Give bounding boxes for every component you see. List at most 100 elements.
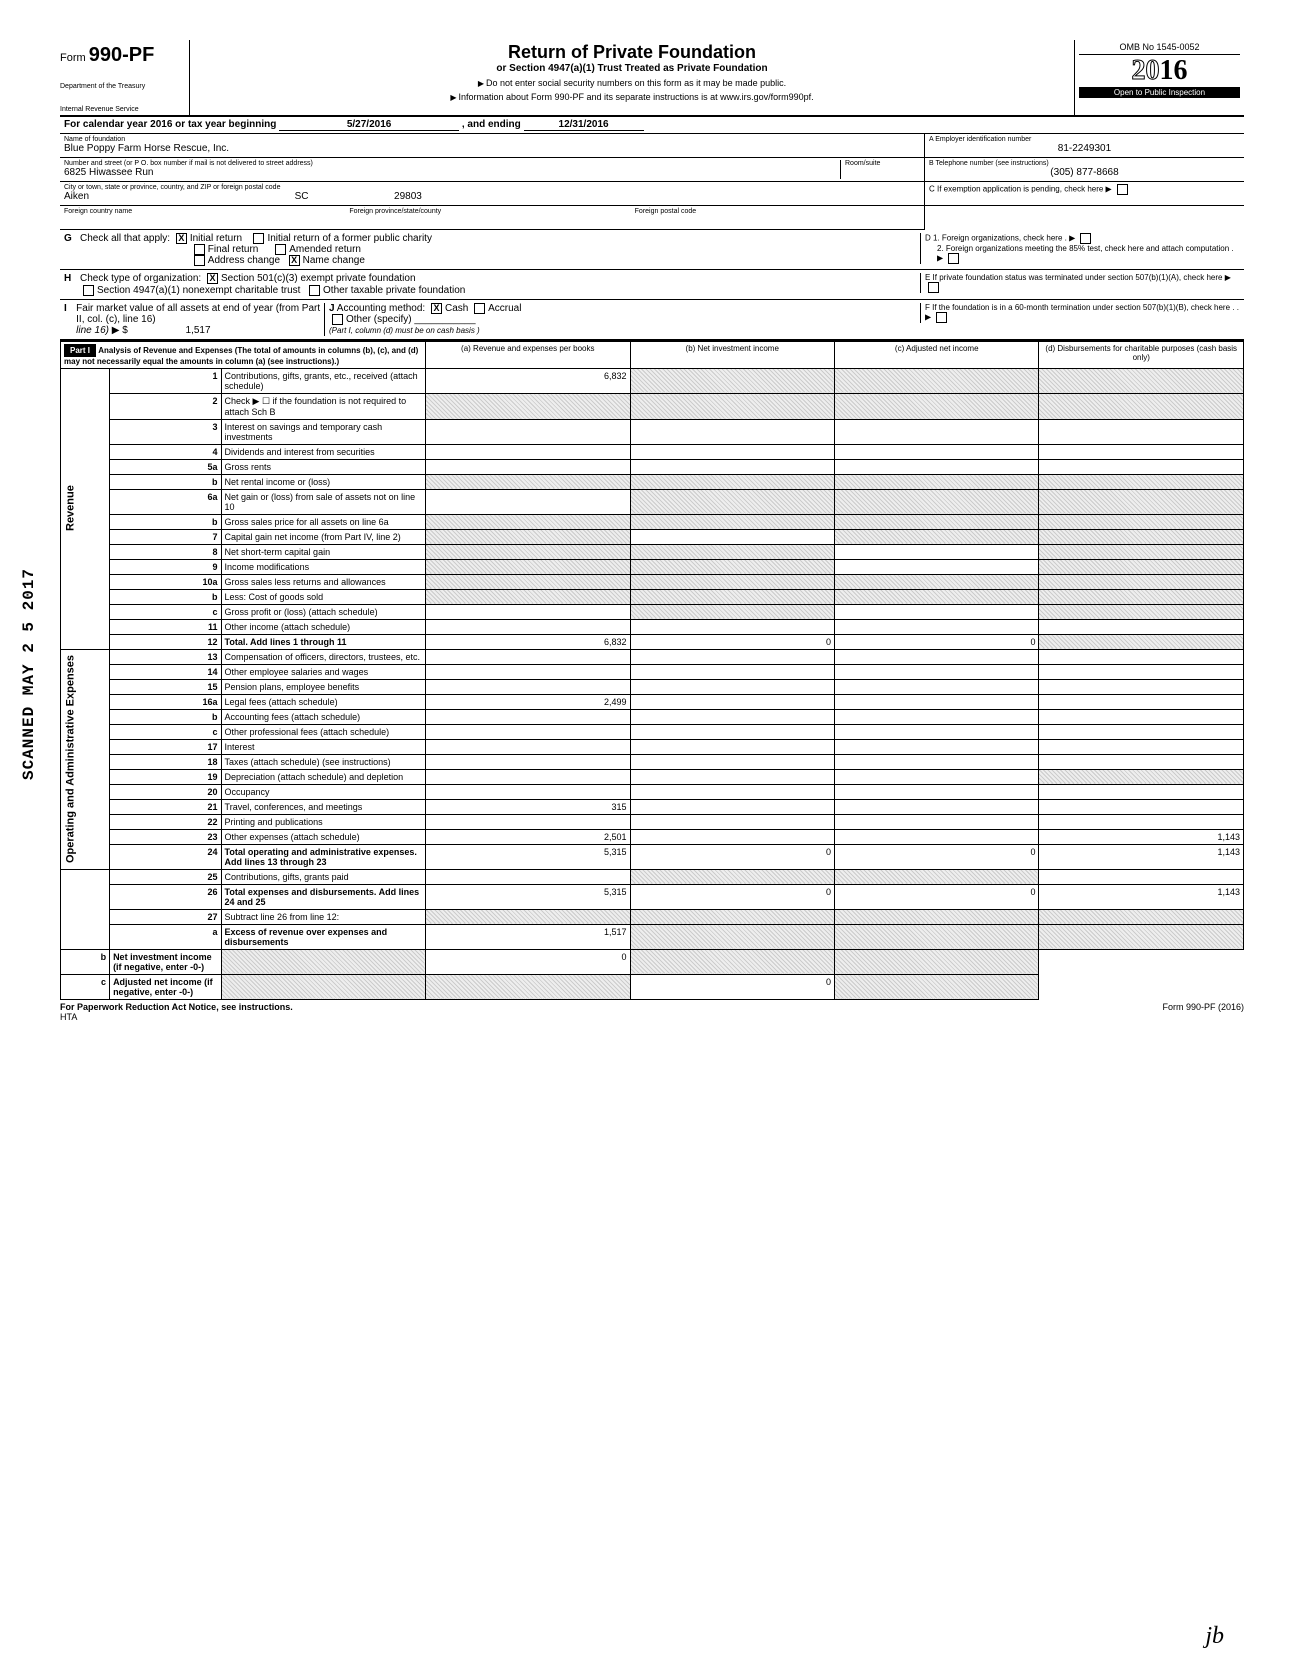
f-label: F If the foundation is in a 60-month ter… <box>925 303 1230 312</box>
amount-b <box>630 489 834 514</box>
amount-a: 6,832 <box>426 368 630 393</box>
amount-b <box>630 559 834 574</box>
foundation-name: Blue Poppy Farm Horse Rescue, Inc. <box>64 143 229 154</box>
j-other-checkbox[interactable] <box>332 314 343 325</box>
g-addr-change-checkbox[interactable] <box>194 255 205 266</box>
h-row: H Check type of organization: Section 50… <box>60 270 1244 299</box>
line-number: 2 <box>110 393 221 419</box>
line-description: Gross sales price for all assets on line… <box>221 514 425 529</box>
g-name-change-checkbox[interactable] <box>289 255 300 266</box>
amount-a <box>426 393 630 419</box>
amount-b: 0 <box>630 884 834 909</box>
g-final-checkbox[interactable] <box>194 244 205 255</box>
amount-a: 5,315 <box>426 844 630 869</box>
amount-b <box>630 649 834 664</box>
amount-a: 5,315 <box>426 884 630 909</box>
amount-d <box>1039 709 1244 724</box>
line-number: 10a <box>110 574 221 589</box>
g-amended-checkbox[interactable] <box>275 244 286 255</box>
amount-b <box>630 679 834 694</box>
instr-ssn: Do not enter social security numbers on … <box>198 78 1066 88</box>
line-number: 3 <box>110 419 221 444</box>
d1-checkbox[interactable] <box>1080 233 1091 244</box>
line-number: 6a <box>110 489 221 514</box>
j-cash-checkbox[interactable] <box>431 303 442 314</box>
col-c-header: (c) Adjusted net income <box>834 341 1038 368</box>
amount-a <box>426 769 630 784</box>
amount-d <box>1039 869 1244 884</box>
amount-a: 6,832 <box>426 634 630 649</box>
amount-b <box>630 529 834 544</box>
amount-c <box>834 393 1038 419</box>
line-number: 20 <box>110 784 221 799</box>
line-number: c <box>110 604 221 619</box>
i-row: I Fair market value of all assets at end… <box>60 300 1244 341</box>
line-number: 7 <box>110 529 221 544</box>
amount-c <box>834 679 1038 694</box>
footer: For Paperwork Reduction Act Notice, see … <box>60 1000 1244 1022</box>
amount-b <box>630 709 834 724</box>
j-accrual-checkbox[interactable] <box>474 303 485 314</box>
d1-label: D 1. Foreign organizations, check here .… <box>925 233 1240 244</box>
h-other-checkbox[interactable] <box>309 285 320 296</box>
line-number: 26 <box>110 884 221 909</box>
zip: 29803 <box>394 191 422 202</box>
amount-a <box>426 514 630 529</box>
form-title: Return of Private Foundation <box>198 42 1066 63</box>
open-inspection: Open to Public Inspection <box>1079 87 1240 98</box>
e-checkbox[interactable] <box>928 282 939 293</box>
d2-checkbox[interactable] <box>948 253 959 264</box>
form-number: Form 990-PF <box>60 44 183 67</box>
amount-c <box>834 869 1038 884</box>
amount-c <box>834 814 1038 829</box>
c-exemption: C If exemption application is pending, c… <box>929 185 1103 194</box>
amount-b <box>630 664 834 679</box>
amount-d <box>1039 444 1244 459</box>
amount-b <box>630 604 834 619</box>
amount-b <box>630 924 834 949</box>
amount-b <box>630 589 834 604</box>
fmv-amount: 1,517 <box>131 325 211 336</box>
amount-b <box>630 459 834 474</box>
amount-a <box>426 604 630 619</box>
amount-d <box>1039 664 1244 679</box>
line-description: Net rental income or (loss) <box>221 474 425 489</box>
amount-d <box>1039 679 1244 694</box>
line-description: Excess of revenue over expenses and disb… <box>221 924 425 949</box>
col-a-header: (a) Revenue and expenses per books <box>426 341 630 368</box>
amount-b <box>630 869 834 884</box>
amount-d <box>1039 754 1244 769</box>
amount-c <box>834 444 1038 459</box>
amount-c <box>834 474 1038 489</box>
amount-a <box>426 709 630 724</box>
g-initial-former-checkbox[interactable] <box>253 233 264 244</box>
amount-d <box>1039 559 1244 574</box>
amount-a <box>426 489 630 514</box>
amount-a <box>426 589 630 604</box>
line-number: 18 <box>110 754 221 769</box>
f-checkbox[interactable] <box>936 312 947 323</box>
amount-b <box>630 799 834 814</box>
amount-b <box>630 544 834 559</box>
col-b-header: (b) Net investment income <box>630 341 834 368</box>
amount-c <box>834 459 1038 474</box>
city-label: City or town, state or province, country… <box>64 184 920 191</box>
line-description: Other expenses (attach schedule) <box>221 829 425 844</box>
g-initial-checkbox[interactable] <box>176 233 187 244</box>
amount-d <box>1039 514 1244 529</box>
h-4947-checkbox[interactable] <box>83 285 94 296</box>
e-label: E If private foundation status was termi… <box>925 273 1222 282</box>
h-501c3-checkbox[interactable] <box>207 273 218 284</box>
amount-b <box>630 368 834 393</box>
amount-a <box>221 949 425 974</box>
amount-a: 315 <box>426 799 630 814</box>
amount-c: 0 <box>834 634 1038 649</box>
c-checkbox[interactable] <box>1117 184 1128 195</box>
amount-a <box>426 724 630 739</box>
line-description: Capital gain net income (from Part IV, l… <box>221 529 425 544</box>
line-number: 23 <box>110 829 221 844</box>
amount-a <box>426 619 630 634</box>
ein: 81-2249301 <box>929 143 1240 154</box>
tel-label: B Telephone number (see instructions) <box>929 160 1240 167</box>
line-number: 13 <box>110 649 221 664</box>
